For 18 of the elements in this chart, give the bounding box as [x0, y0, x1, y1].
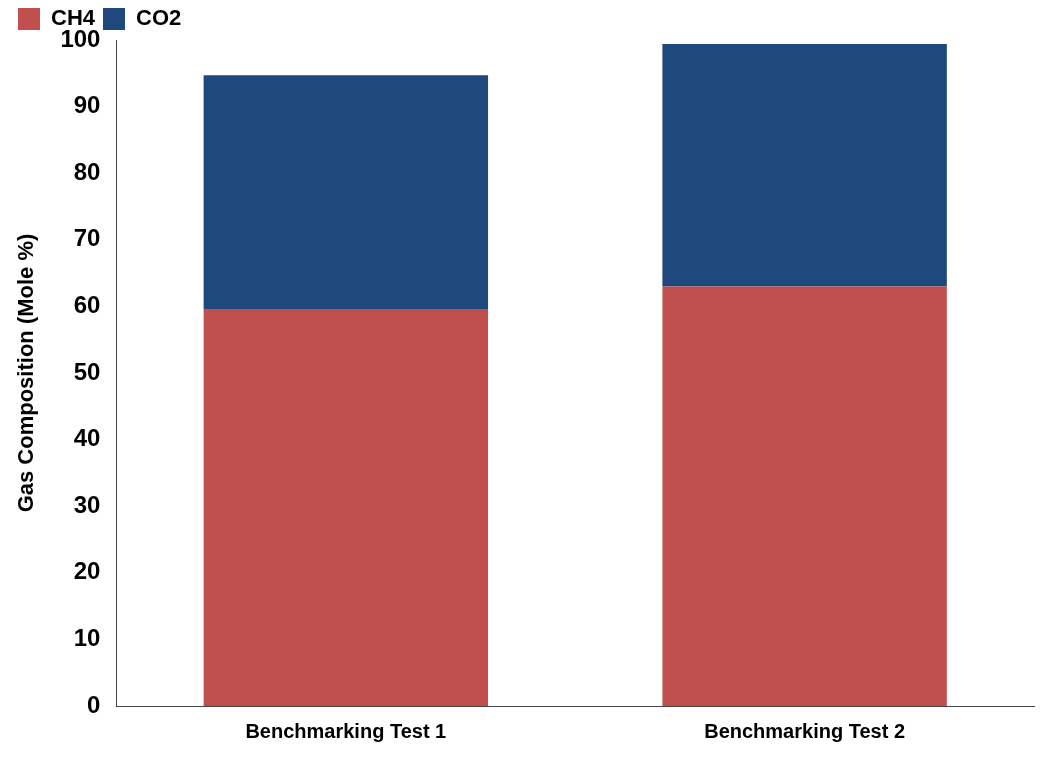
y-tick-label: 0: [87, 690, 101, 718]
y-tick-label: 10: [73, 624, 101, 652]
y-axis-title: Gas Composition (Mole %): [13, 233, 39, 513]
y-tick-label: 20: [73, 557, 101, 585]
legend-label: CO2: [136, 5, 182, 31]
y-tick-label: 50: [73, 357, 101, 385]
y-tick-label: 90: [73, 91, 101, 119]
bar: [662, 44, 947, 287]
bar: [203, 309, 489, 706]
y-tick-label: 40: [73, 424, 101, 452]
y-tick-label: 60: [73, 291, 101, 319]
bar: [203, 75, 489, 310]
x-tick-label: Benchmarking Test 1: [245, 719, 447, 742]
y-tick-label: 80: [73, 157, 101, 185]
y-tick-label: 70: [73, 224, 101, 252]
x-tick-label: Benchmarking Test 2: [704, 719, 906, 742]
y-tick-label: 30: [73, 490, 101, 518]
bar: [662, 286, 947, 706]
